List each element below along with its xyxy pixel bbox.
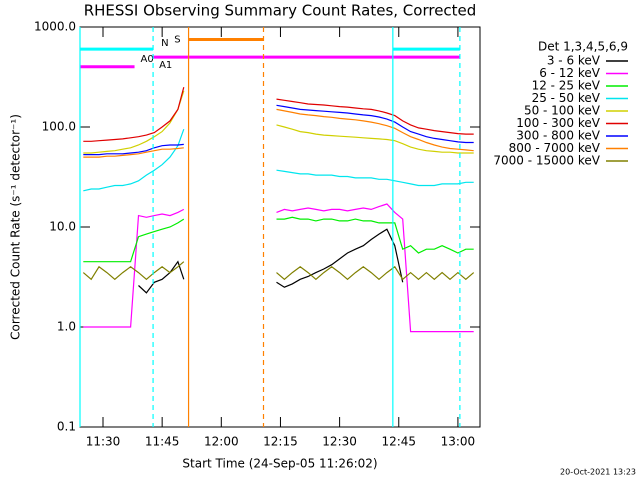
x-tick-label: 13:00 [441, 435, 476, 449]
y-tick-label: 1.0 [57, 320, 76, 334]
flag-label: A1 [159, 60, 172, 71]
y-tick-label: 0.1 [57, 420, 76, 434]
flag-label: N [161, 38, 168, 49]
legend-label: 300 - 800 keV [516, 129, 600, 143]
series-line [83, 90, 474, 154]
x-tick-label: 12:45 [381, 435, 416, 449]
x-tick-label: 12:30 [322, 435, 357, 449]
x-tick-label: 12:15 [263, 435, 298, 449]
plot-frame [79, 26, 481, 428]
flag-label: S [174, 34, 180, 45]
series-line [83, 87, 474, 142]
x-tick-label: 11:30 [86, 435, 121, 449]
legend-label: 100 - 300 keV [516, 116, 600, 130]
legend-label: 6 - 12 keV [539, 66, 601, 80]
x-tick-label: 11:45 [145, 435, 180, 449]
legend-label: 12 - 25 keV [532, 79, 601, 93]
legend-label: 50 - 100 keV [524, 104, 601, 118]
y-tick-label: 1000.0 [34, 20, 76, 34]
series-line [83, 203, 474, 333]
legend-label: 25 - 50 keV [532, 91, 601, 105]
legend-title: Det 1,3,4,5,6,9 [538, 40, 628, 54]
x-axis-label: Start Time (24-Sep-05 11:26:02) [182, 457, 377, 471]
series-line [138, 228, 404, 294]
y-axis-label: Corrected Count Rate (s⁻¹ detector⁻¹) [9, 114, 23, 340]
chart-title: RHESSI Observing Summary Count Rates, Co… [84, 2, 477, 20]
footer: 20-Oct-2021 13:23 [560, 468, 636, 477]
series-line [82, 261, 475, 281]
legend-label: 7000 - 15000 keV [493, 154, 600, 168]
flag-label: A0 [141, 54, 154, 65]
series-line [83, 108, 474, 158]
series-line [83, 216, 474, 263]
series-line [83, 104, 474, 156]
x-tick-label: 12:00 [204, 435, 239, 449]
y-tick-label: 100.0 [42, 120, 76, 134]
series-line [83, 128, 474, 192]
legend-label: 800 - 7000 keV [509, 141, 601, 155]
y-tick-label: 10.0 [49, 220, 76, 234]
legend-label: 3 - 6 keV [547, 54, 601, 68]
